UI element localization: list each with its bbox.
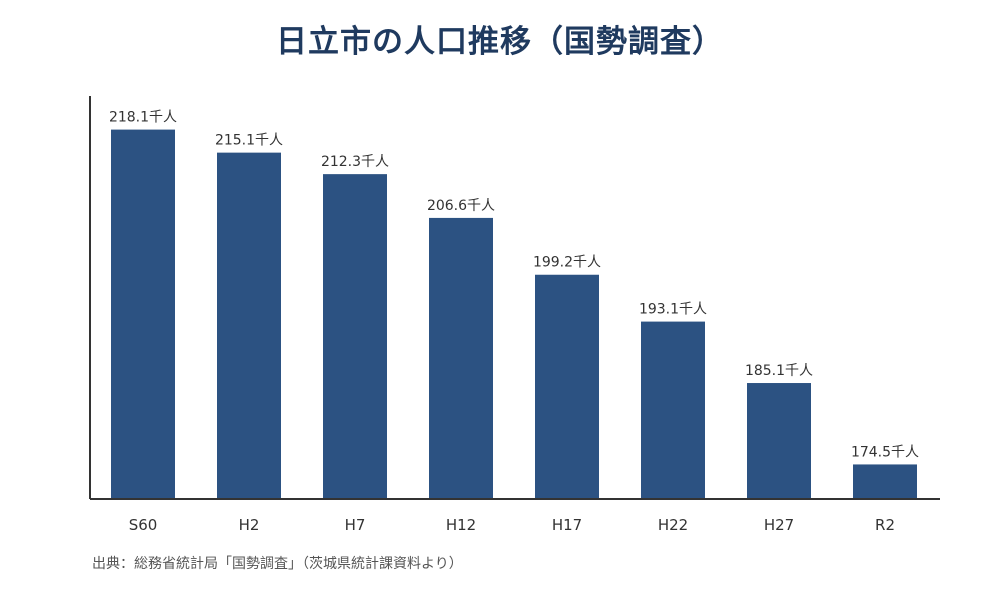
bar-r2	[853, 464, 917, 499]
x-tick-label-h7: H7	[345, 516, 366, 534]
bar-h17	[535, 274, 599, 499]
x-tick-label-s60: S60	[129, 516, 158, 534]
x-tick-label-h27: H27	[764, 516, 794, 534]
bar-s60	[111, 129, 175, 500]
value-label-h7: 212.3千人	[321, 154, 389, 170]
bar-h7	[323, 174, 387, 500]
x-tick-label-h22: H22	[658, 516, 688, 534]
value-label-h12: 206.6千人	[427, 198, 495, 214]
value-label-h22: 193.1千人	[639, 302, 707, 318]
value-label-h27: 185.1千人	[745, 363, 813, 379]
x-tick-label-h17: H17	[552, 516, 582, 534]
value-label-h17: 199.2千人	[533, 255, 601, 271]
value-label-s60: 218.1千人	[109, 110, 177, 126]
chart-title: 日立市の人口推移（国勢調査）	[276, 24, 724, 60]
bar-h12	[429, 217, 493, 500]
bar-h22	[641, 321, 705, 499]
value-label-r2: 174.5千人	[851, 444, 919, 460]
x-tick-label-h12: H12	[446, 516, 476, 534]
value-label-h2: 215.1千人	[215, 133, 283, 149]
bars-layer	[111, 129, 917, 500]
x-tick-label-r2: R2	[875, 516, 895, 534]
value-labels-layer: 218.1千人 215.1千人 212.3千人 206.6千人 199.2千人 193.1…	[109, 110, 919, 461]
x-tick-labels-layer: S60 H2 H7 H12 H17 H22 H27 R2	[129, 516, 895, 534]
bar-h27	[747, 383, 811, 499]
source-note: 出典：総務省統計局「国勢調査」（茨城県統計課資料より）	[92, 556, 463, 572]
x-tick-label-h2: H2	[239, 516, 260, 534]
bar-h2	[217, 152, 281, 499]
